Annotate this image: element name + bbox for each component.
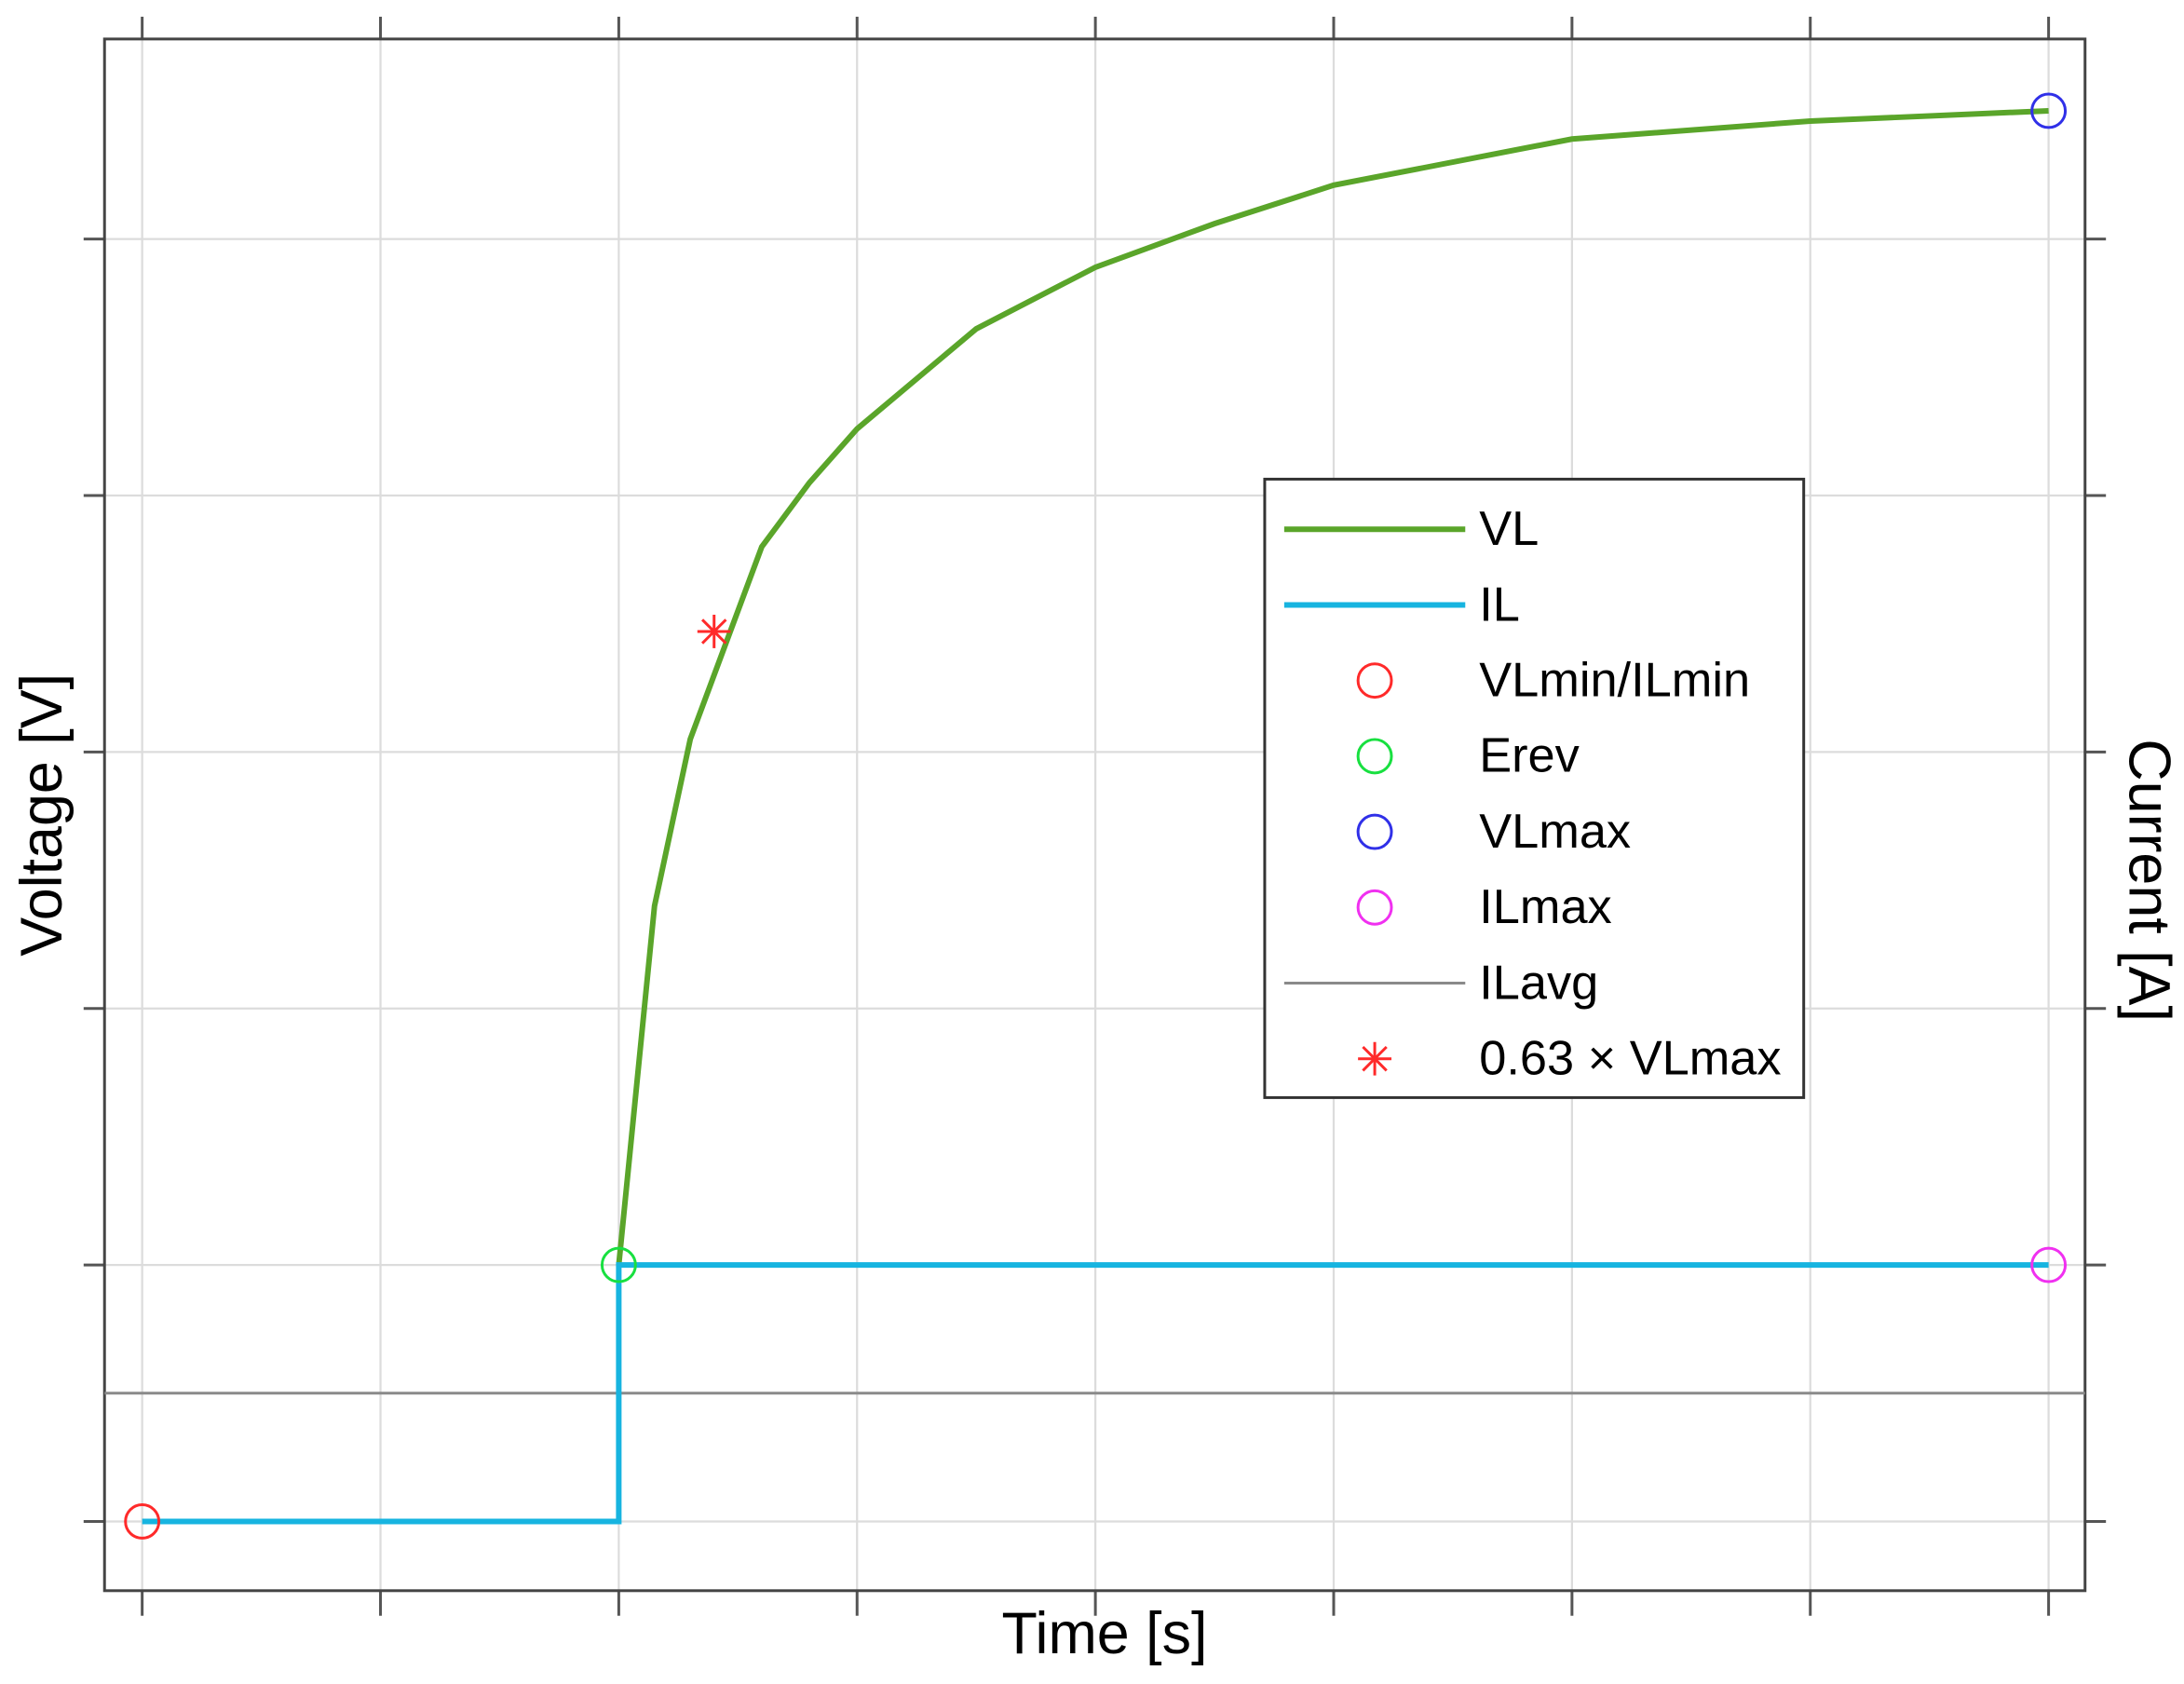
legend-label: VLmax: [1479, 805, 1631, 859]
legend-swatch: [1356, 813, 1393, 850]
star-stroke: [700, 618, 727, 645]
legend-label: ILmax: [1479, 880, 1612, 934]
y2-axis-label: Current [A]: [2116, 739, 2181, 1022]
circle-marker: [600, 1246, 637, 1283]
series-line: [616, 107, 2049, 1266]
legend: VL IL VLmin/ILmin Erev VLmax ILmax ILavg 0.63 ×…: [1263, 477, 1806, 1099]
x-axis-label: Time [s]: [1001, 1601, 1207, 1666]
legend-label: 0.63 × VLmax: [1479, 1032, 1781, 1086]
legend-label: VL: [1479, 502, 1539, 556]
circle-marker: [2030, 1246, 2068, 1283]
legend-label: ILavg: [1479, 956, 1598, 1010]
legend-label: Erev: [1479, 729, 1580, 783]
legend-box: [1263, 477, 1806, 1099]
plot-frame: [102, 37, 2087, 1593]
legend-swatch: [1356, 889, 1393, 926]
legend-label: IL: [1479, 577, 1520, 632]
legend-label: VLmin/ILmin: [1479, 653, 1750, 707]
star-marker: [697, 615, 731, 648]
star-stroke: [1362, 1045, 1388, 1072]
circle-marker: [2030, 92, 2068, 129]
star-marker: [1358, 1041, 1392, 1076]
series-line: [142, 1262, 2049, 1525]
legend-swatch: [1356, 662, 1393, 699]
legend-swatch: [1356, 738, 1393, 775]
circle-marker: [124, 1503, 161, 1540]
y-axis-label: Voltage [V]: [9, 673, 75, 957]
